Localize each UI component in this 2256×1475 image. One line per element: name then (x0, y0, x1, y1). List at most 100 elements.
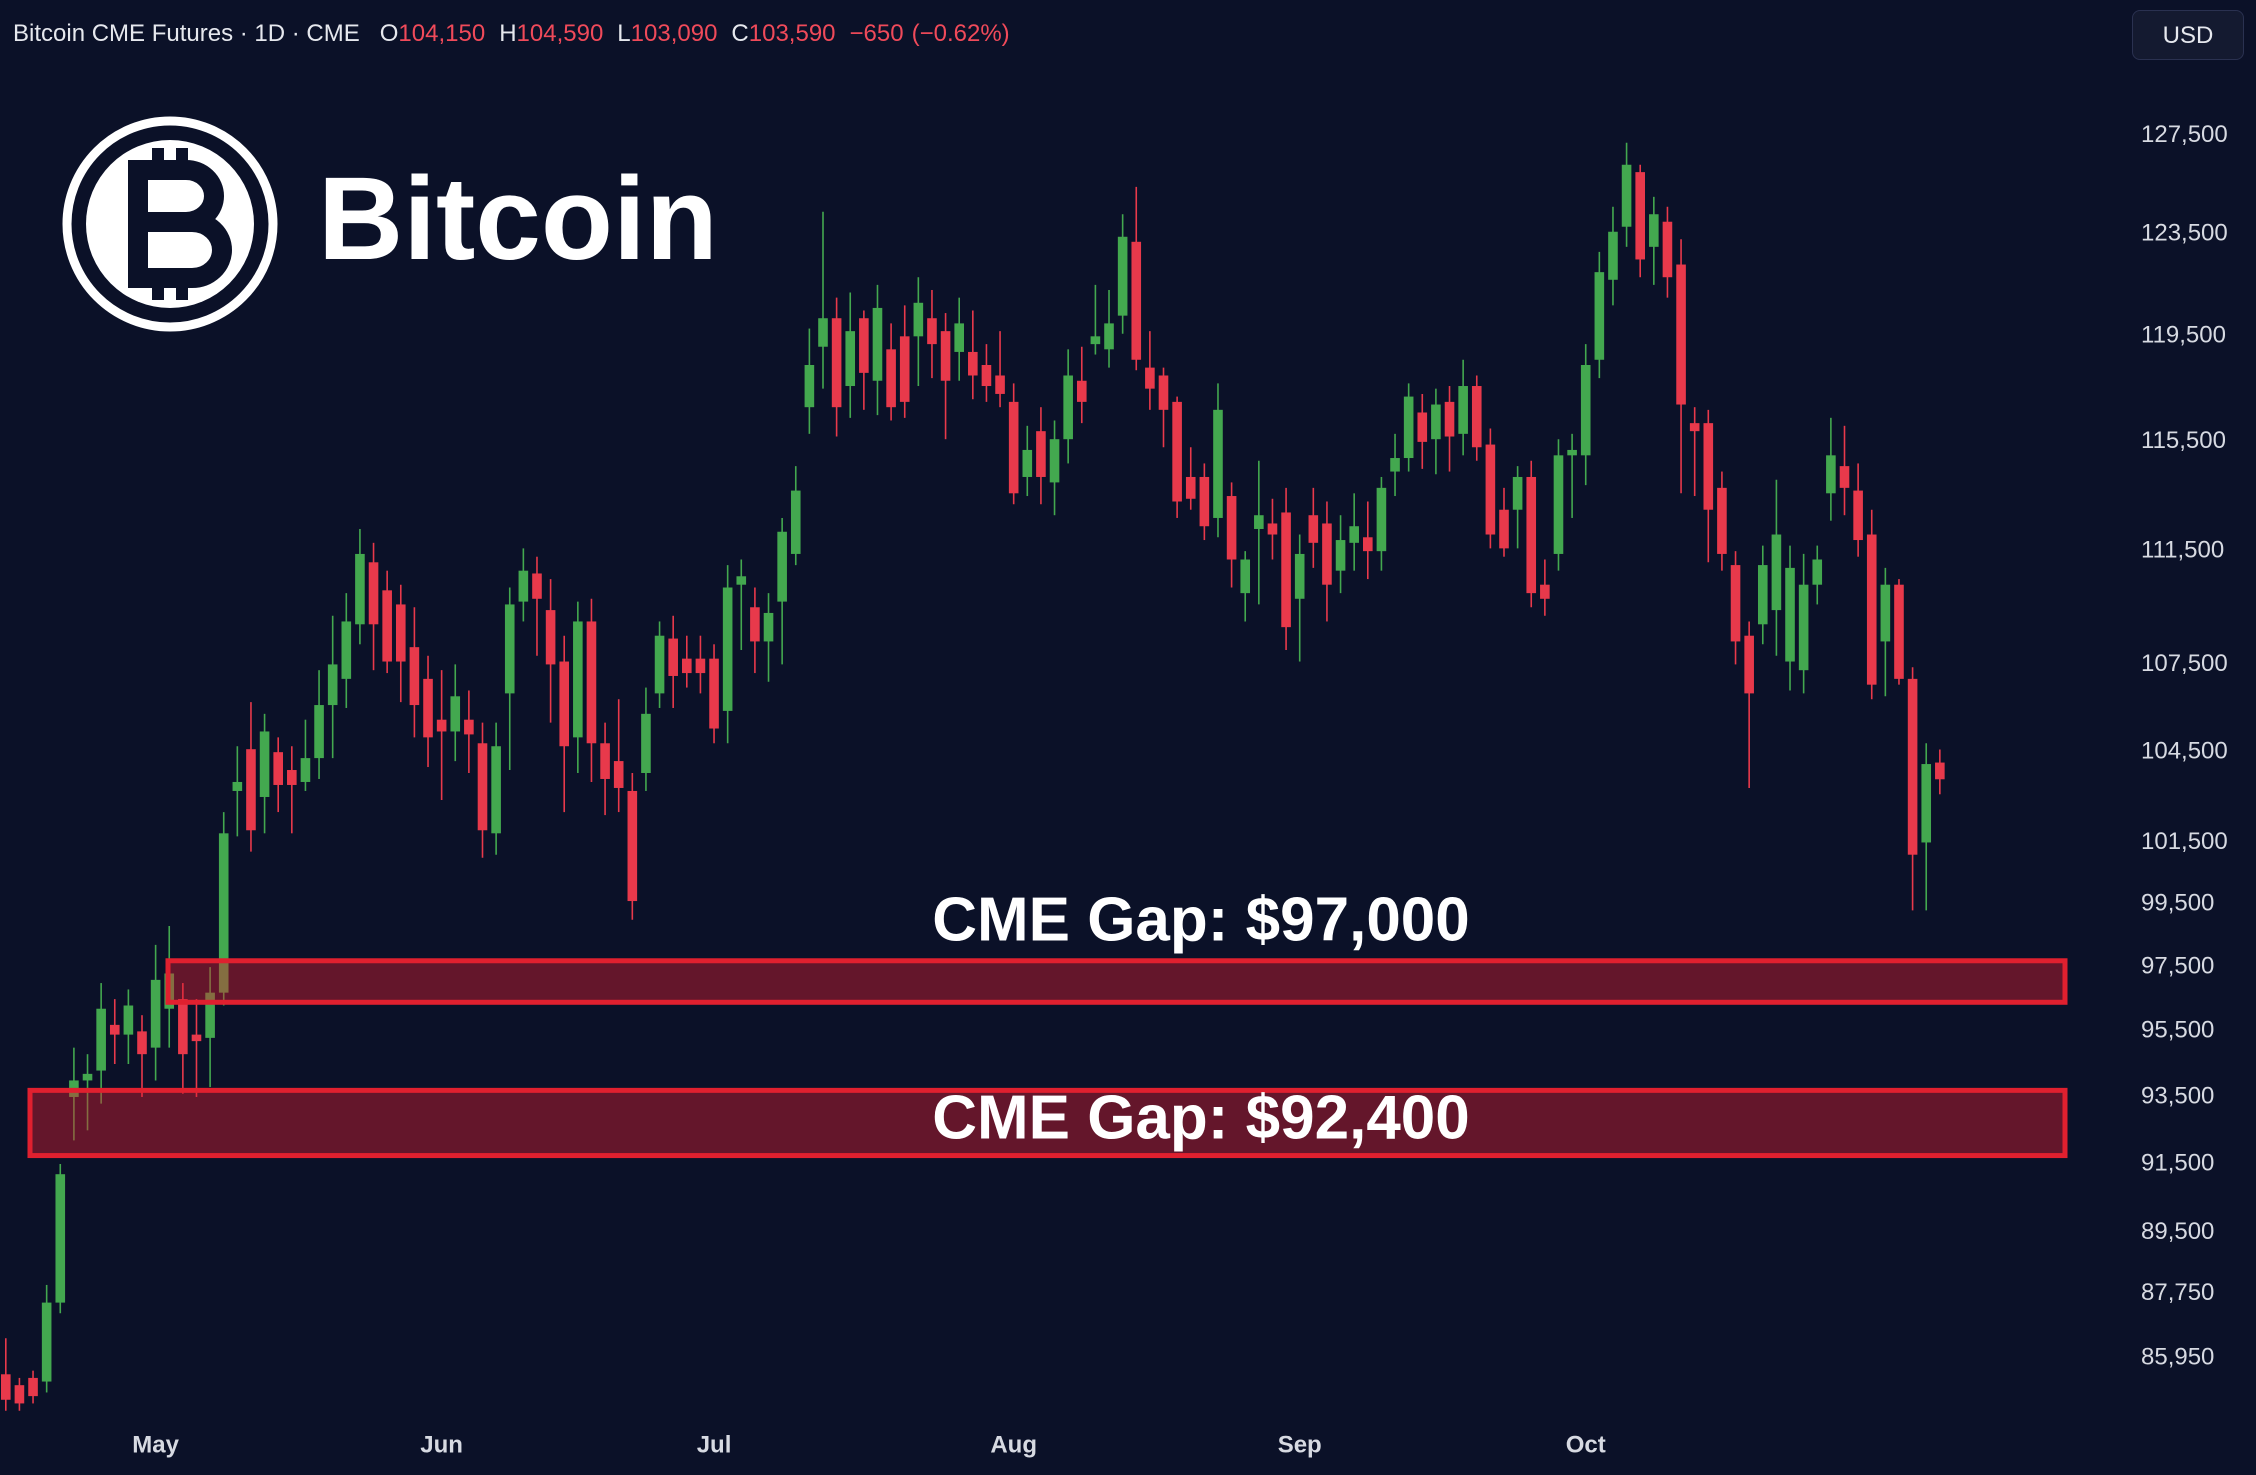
candle-body (668, 638, 678, 676)
candle-body (1281, 512, 1291, 628)
candle-body (1689, 423, 1700, 432)
y-tick-label: 91,500 (2141, 1149, 2214, 1176)
ohlc-value: 104,590 (516, 20, 604, 47)
candle-body (1717, 487, 1727, 554)
bitcoin-logo: Bitcoin (62, 116, 718, 332)
x-tick-label: Jul (697, 1431, 732, 1458)
candle-body (1458, 386, 1468, 434)
candle-body (1008, 401, 1019, 494)
candle-body (1390, 458, 1400, 472)
candle-body (1798, 584, 1809, 671)
logo-b-tick (152, 148, 164, 172)
candle-body (218, 833, 229, 993)
candle-body (1294, 553, 1305, 599)
candle-body (436, 719, 447, 732)
candle-body (1921, 764, 1932, 843)
candle-body (1880, 584, 1891, 642)
candle-body (722, 587, 733, 711)
candle-body (954, 323, 964, 352)
candle-body (600, 743, 610, 779)
candle-body (137, 1031, 147, 1055)
candle-body (1771, 534, 1782, 611)
candle-body (273, 752, 283, 785)
candle-body (287, 770, 297, 785)
candle-body (1403, 396, 1414, 459)
x-tick-label: Jun (420, 1431, 463, 1458)
y-tick-label: 111,500 (2141, 536, 2224, 563)
candle-body (1240, 559, 1251, 594)
candle-body (1226, 496, 1237, 560)
candle-body (1594, 272, 1605, 360)
logo-b-tick (176, 276, 188, 300)
gap-label: CME Gap: $92,400 (932, 1083, 1470, 1152)
candle-body (96, 1008, 106, 1071)
ohlc-key: C (731, 20, 749, 47)
change-pct: (−0.62%) (911, 20, 1010, 47)
candle-body (232, 781, 243, 791)
candle-body (518, 570, 529, 602)
x-tick-label: Sep (1278, 1431, 1322, 1458)
ohlc-value: 103,590 (748, 20, 836, 47)
candle-body (409, 647, 420, 706)
candle-body (1635, 172, 1645, 260)
logo-text: Bitcoin (318, 153, 718, 285)
candle-body (1158, 375, 1169, 410)
candle-body (1471, 386, 1482, 448)
candle-body (1894, 584, 1904, 679)
candle-body (55, 1174, 66, 1303)
y-tick-label: 99,500 (2141, 890, 2214, 917)
candle-body (1826, 455, 1836, 494)
candle-body (178, 999, 188, 1055)
candle-body (1349, 526, 1359, 543)
candle-body (1185, 476, 1196, 499)
candle-body (995, 375, 1005, 394)
logo-b-tick (176, 148, 188, 172)
candle-body (586, 621, 597, 744)
y-tick-label: 95,500 (2141, 1017, 2214, 1044)
ohlc-key: H (499, 20, 517, 47)
candle-body (1363, 537, 1373, 552)
candle-body (1553, 455, 1564, 554)
candle-body (940, 331, 951, 381)
candle-body (477, 743, 488, 831)
gap-zone (27, 1087, 2068, 1159)
candle-body (777, 531, 787, 602)
candle-body (1267, 523, 1278, 535)
candle-body (28, 1377, 38, 1397)
candle-body (654, 635, 665, 694)
candle-body (1935, 762, 1945, 780)
candle-body (559, 661, 570, 747)
candle-body (695, 658, 706, 674)
candle-body (1417, 412, 1428, 442)
y-tick-label: 107,500 (2141, 650, 2228, 677)
candle-body (872, 307, 883, 381)
candle-body (1526, 476, 1537, 594)
gap-label: CME Gap: $97,000 (932, 885, 1470, 954)
candle-body (464, 719, 474, 735)
candle-body (1335, 540, 1346, 571)
y-tick-label: 93,500 (2141, 1082, 2214, 1109)
ohlc-value: 103,090 (630, 20, 718, 47)
currency-button[interactable]: USD (2132, 10, 2244, 60)
candle-body (1172, 401, 1182, 502)
candle-body (1662, 221, 1673, 278)
candle-body (1444, 401, 1455, 437)
candle-body (341, 621, 352, 679)
candle-body (831, 318, 842, 408)
gap-zone (165, 958, 2068, 1005)
candle-body (913, 302, 924, 337)
candle-body (1131, 241, 1142, 360)
candle-body (804, 365, 815, 408)
x-tick-label: May (132, 1431, 179, 1458)
candle-body (41, 1302, 52, 1382)
candle-body (927, 318, 937, 345)
logo-b-tick (152, 276, 164, 300)
candle-body (1512, 476, 1523, 510)
y-tick-label: 87,750 (2141, 1279, 2214, 1306)
change: −650 (849, 20, 904, 47)
candle-body (450, 696, 461, 732)
candle-body (395, 604, 406, 662)
candle-body (1621, 164, 1632, 227)
candle-body (1, 1374, 11, 1400)
